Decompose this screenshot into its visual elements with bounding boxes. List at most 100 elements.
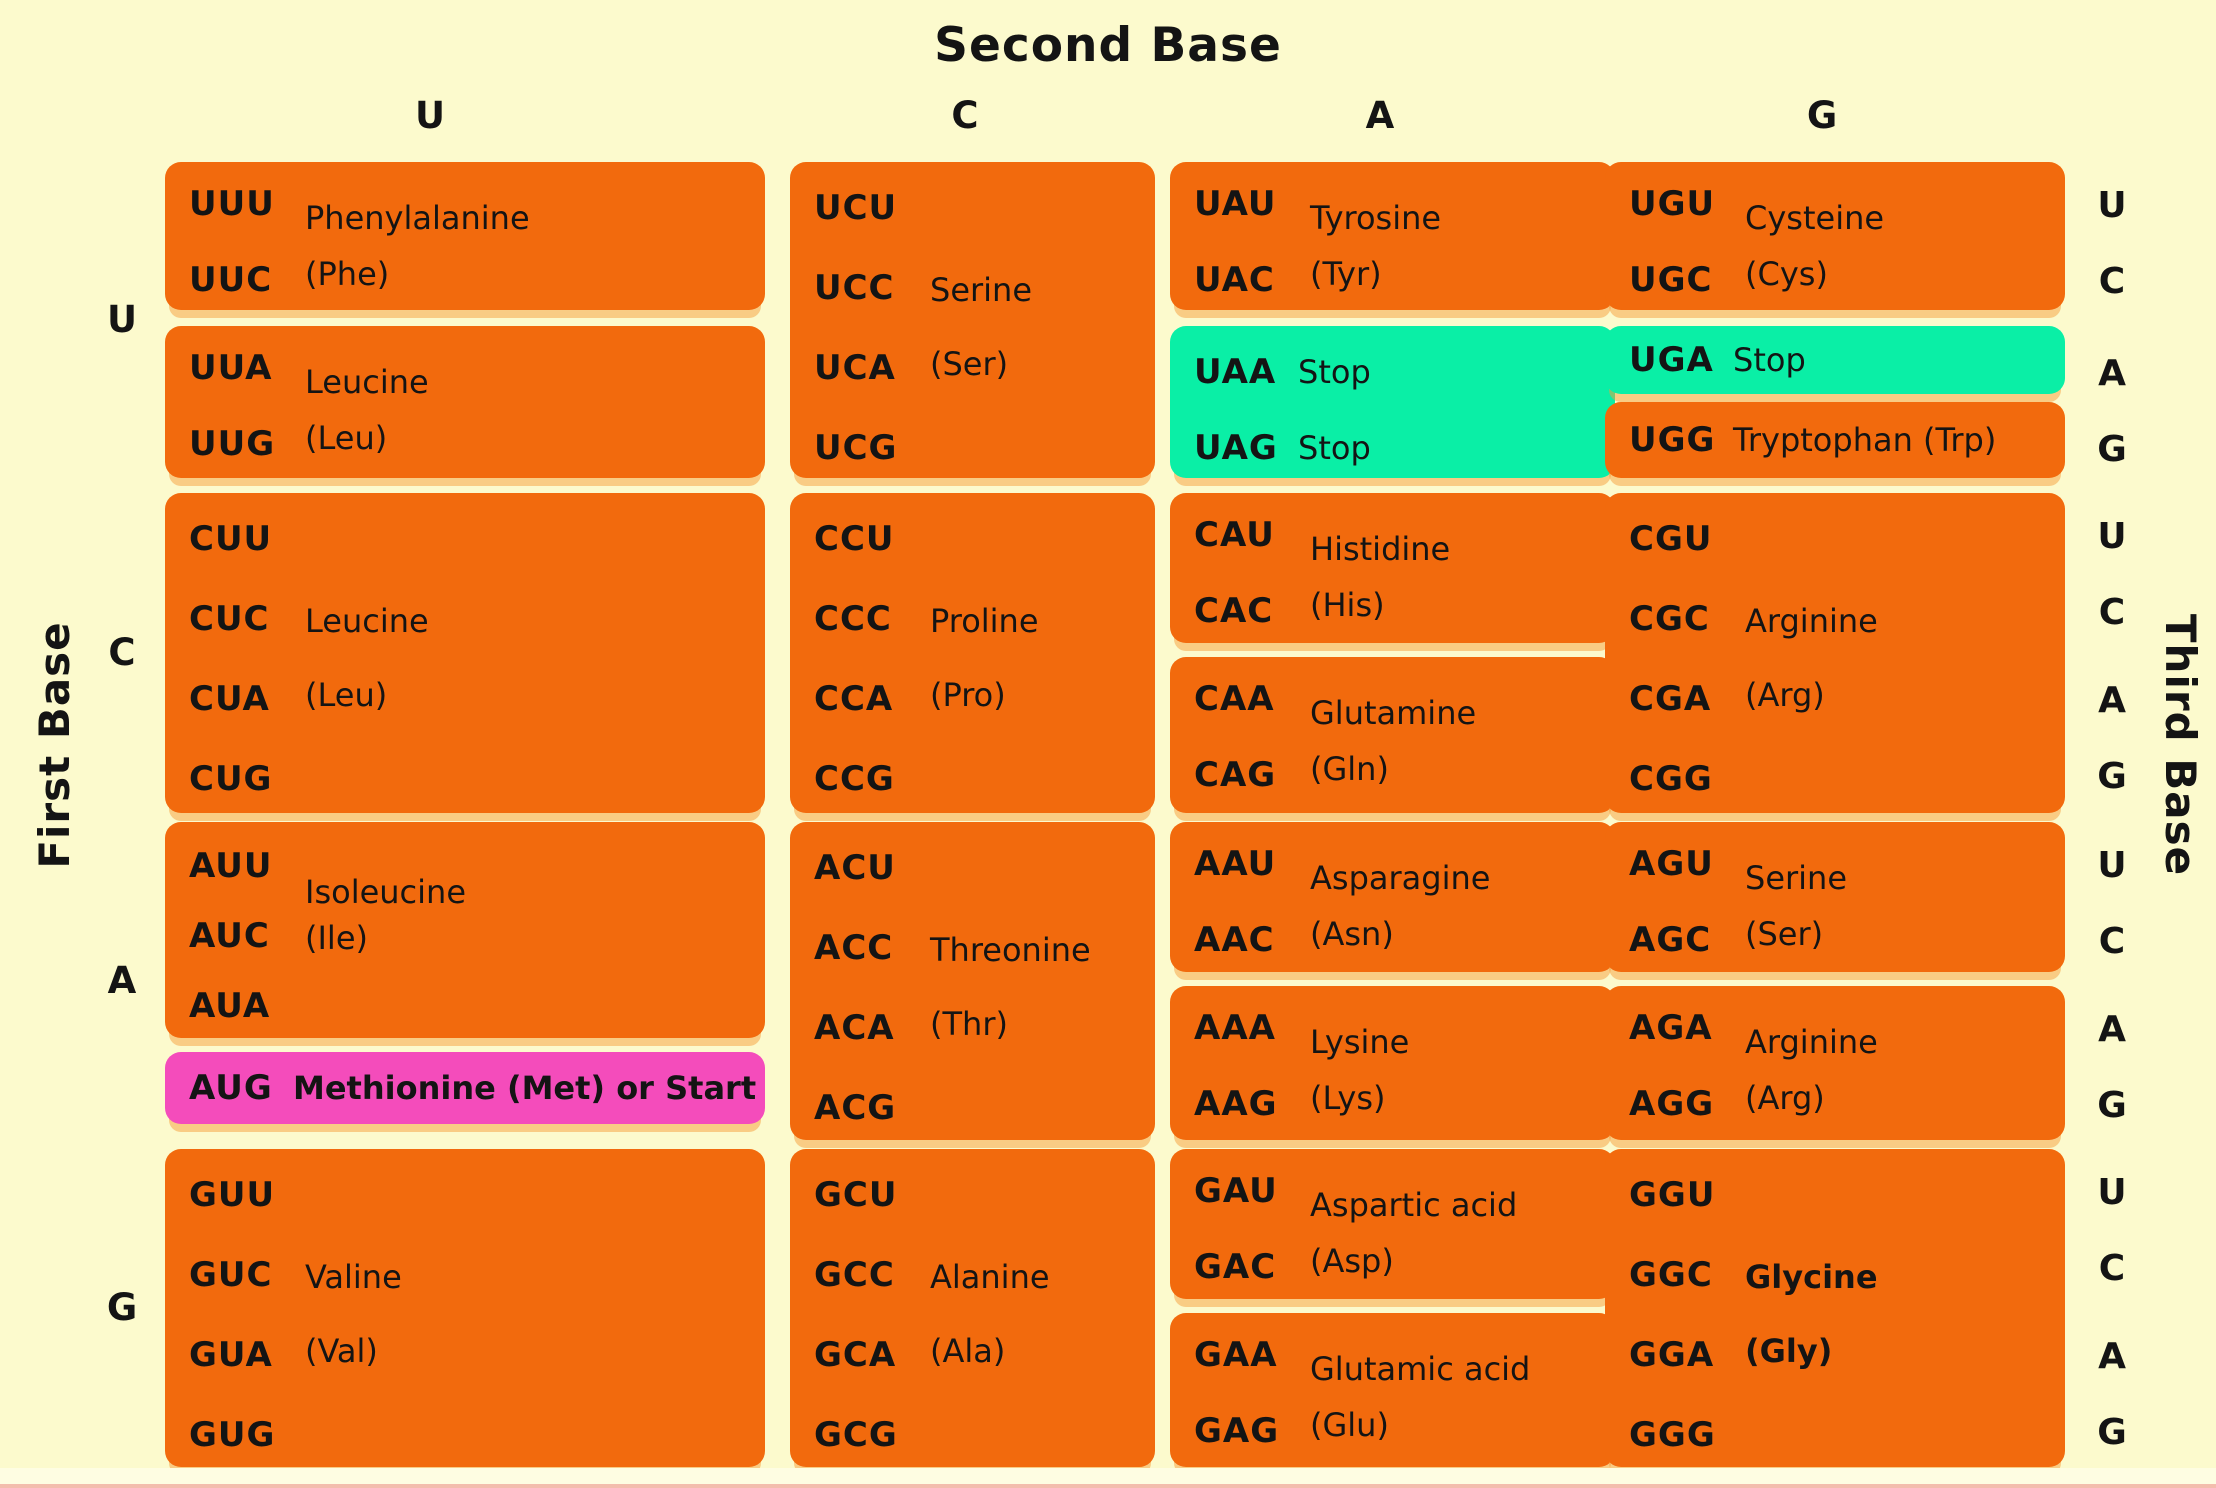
codon: UUC [189, 260, 273, 300]
row-header-a: A [107, 959, 137, 1002]
codon-box-serine-ag: AGU AGC Serine (Ser) [1605, 822, 2065, 972]
amino-acid-abbr: (Gly) [1745, 1332, 1833, 1370]
codon: GUG [189, 1415, 276, 1455]
amino-acid-abbr: (Ile) [305, 919, 368, 957]
amino-acid-name: Methionine (Met) or Start [293, 1069, 757, 1107]
amino-acid-abbr: (Leu) [305, 419, 388, 457]
codon: GGA [1629, 1335, 1715, 1375]
amino-acid-name: Lysine [1310, 1023, 1410, 1061]
codon-box-glutamine: CAA CAG Glutamine (Gln) [1170, 657, 1615, 813]
third-base-letter: C [2098, 921, 2126, 962]
amino-acid-abbr: (Ser) [1745, 915, 1824, 953]
codon: AGG [1629, 1084, 1715, 1124]
codon: GGG [1629, 1415, 1716, 1455]
third-base-letter: A [2098, 680, 2126, 721]
amino-acid-abbr: (Glu) [1310, 1406, 1389, 1444]
row-header-u: U [106, 298, 138, 341]
codon: UUU [189, 184, 275, 224]
stop-codon-box-uga: UGA Stop [1605, 326, 2065, 394]
first-base-axis-label: First Base [30, 621, 79, 869]
codon: GUU [189, 1175, 276, 1215]
codon: GCG [814, 1415, 898, 1455]
amino-acid-abbr: (Val) [305, 1332, 378, 1370]
codon: CGG [1629, 759, 1713, 799]
column-header-c: C [951, 94, 979, 137]
start-codon-box-aug: AUG Methionine (Met) or Start [165, 1052, 765, 1124]
codon: ACC [814, 928, 894, 968]
amino-acid-abbr: (Ala) [930, 1332, 1006, 1370]
codon: CUU [189, 519, 273, 559]
codon: AUU [189, 846, 273, 886]
codon: ACG [814, 1088, 897, 1128]
codon-box-lysine: AAA AAG Lysine (Lys) [1170, 986, 1615, 1140]
codon: GAU [1194, 1171, 1278, 1211]
stop-label: Stop [1733, 341, 1806, 379]
codon: UUA [189, 348, 273, 388]
amino-acid-abbr: (Asn) [1310, 915, 1394, 953]
codon: CUG [189, 759, 273, 799]
codon: CCG [814, 759, 895, 799]
amino-acid-name: Histidine [1310, 530, 1451, 568]
codon: UAG [1194, 428, 1278, 468]
amino-acid-abbr: (Lys) [1310, 1079, 1386, 1117]
amino-acid-abbr: (Cys) [1745, 255, 1828, 293]
third-base-letter: U [2097, 845, 2127, 886]
codon-box-aspartic-acid: GAU GAC Aspartic acid (Asp) [1170, 1149, 1615, 1299]
codon: AUG [189, 1068, 273, 1108]
column-header-u: U [414, 94, 446, 137]
third-base-letter: G [2097, 756, 2127, 797]
third-base-letter: C [2098, 261, 2126, 302]
codon-box-arginine-cg: CGU CGC CGA CGG Arginine (Arg) [1605, 493, 2065, 813]
codon-box-leucine-uu: UUA UUG Leucine (Leu) [165, 326, 765, 478]
amino-acid-name: Glutamine [1310, 694, 1477, 732]
codon: CCU [814, 519, 895, 559]
amino-acid-name: Tryptophan (Trp) [1733, 421, 1997, 459]
amino-acid-name: Arginine [1745, 1023, 1878, 1061]
codon: UCG [814, 428, 898, 468]
amino-acid-name: Serine [1745, 859, 1848, 897]
codon: GAC [1194, 1247, 1277, 1287]
third-base-letter: U [2097, 516, 2127, 557]
codon: UAC [1194, 260, 1275, 300]
stop-label: Stop [1298, 429, 1371, 467]
amino-acid-name: Alanine [930, 1258, 1050, 1296]
third-base-letter: U [2097, 185, 2127, 226]
codon: CAC [1194, 591, 1274, 631]
codon: CUC [189, 599, 270, 639]
second-base-title: Second Base [934, 18, 1282, 73]
amino-acid-abbr: (Thr) [930, 1005, 1008, 1043]
column-header-g: G [1806, 94, 1838, 137]
codon: CAA [1194, 679, 1275, 719]
third-base-letter: C [2098, 1248, 2126, 1289]
codon: UCU [814, 188, 898, 228]
stop-codon-box-uaa-uag: UAA UAG Stop Stop [1170, 326, 1615, 478]
amino-acid-name: Leucine [305, 363, 429, 401]
codon: CCC [814, 599, 892, 639]
third-base-letter: C [2098, 592, 2126, 633]
amino-acid-name: Leucine [305, 602, 429, 640]
codon: GGU [1629, 1175, 1716, 1215]
third-base-letter: A [2098, 1009, 2126, 1050]
codon: AGU [1629, 844, 1714, 884]
codon-box-phenylalanine: UUU UUC Phenylalanine (Phe) [165, 162, 765, 310]
third-base-letter: A [2098, 1336, 2126, 1377]
codon-box-histidine: CAU CAC Histidine (His) [1170, 493, 1615, 643]
codon: AGC [1629, 920, 1712, 960]
amino-acid-abbr: (His) [1310, 586, 1385, 624]
codon: CCA [814, 679, 894, 719]
third-base-letter: G [2097, 1412, 2127, 1453]
amino-acid-name: Glycine [1745, 1258, 1878, 1296]
column-header-a: A [1365, 94, 1395, 137]
codon: UGG [1629, 420, 1716, 460]
codon-box-arginine-ag: AGA AGG Arginine (Arg) [1605, 986, 2065, 1140]
codon: AAU [1194, 844, 1277, 884]
amino-acid-abbr: (Leu) [305, 676, 388, 714]
amino-acid-abbr: (Arg) [1745, 1079, 1825, 1117]
codon: CAG [1194, 755, 1277, 795]
codon-box-leucine-cu: CUU CUC CUA CUG Leucine (Leu) [165, 493, 765, 813]
codon-box-glutamic-acid: GAA GAG Glutamic acid (Glu) [1170, 1313, 1615, 1467]
codon-box-cysteine: UGU UGC Cysteine (Cys) [1605, 162, 2065, 310]
codon: UGA [1629, 340, 1714, 380]
codon: GAG [1194, 1411, 1280, 1451]
codon: GCC [814, 1255, 895, 1295]
